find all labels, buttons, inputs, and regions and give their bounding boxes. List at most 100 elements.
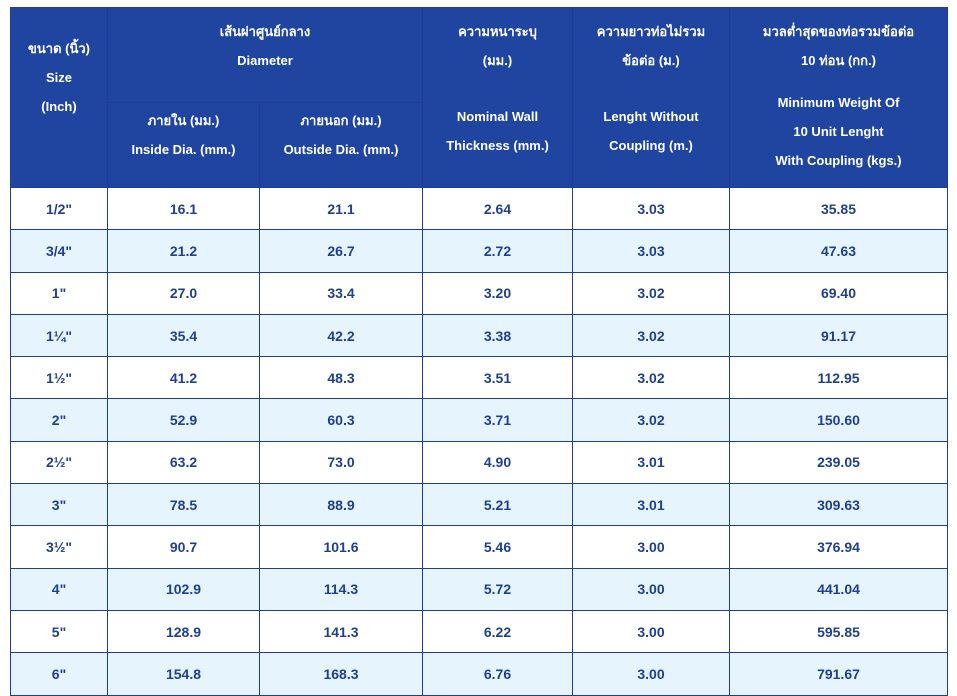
header-weight-english-3: With Coupling (kgs.) bbox=[775, 153, 902, 168]
header-diameter: เส้นผ่าศูนย์กลาง Diameter bbox=[107, 7, 423, 103]
header-wall-thickness: ความหนาระบุ (มม.) Nominal Wall Thickness… bbox=[422, 7, 573, 188]
header-outside-diameter: ภายนอก (มม.) Outside Dia. (mm.) bbox=[259, 102, 423, 188]
cell-length: 3.02 bbox=[572, 271, 730, 315]
cell-outside-diameter: 88.9 bbox=[259, 483, 423, 527]
cell-outside-diameter: 168.3 bbox=[259, 652, 423, 696]
cell-inside-diameter: 154.8 bbox=[107, 652, 260, 696]
cell-weight: 35.85 bbox=[729, 186, 948, 231]
cell-inside-diameter: 52.9 bbox=[107, 398, 260, 442]
cell-outside-diameter: 114.3 bbox=[259, 567, 423, 611]
header-size-english: Size bbox=[45, 70, 72, 85]
header-outside-thai: ภายนอก (มม.) bbox=[300, 113, 382, 128]
cell-wall-thickness: 3.51 bbox=[422, 356, 573, 400]
cell-wall-thickness: 6.22 bbox=[422, 609, 573, 654]
cell-wall-thickness: 3.71 bbox=[422, 398, 573, 442]
cell-length: 3.00 bbox=[572, 609, 730, 654]
table-row: 1¼" 35.4 42.2 3.38 3.02 91.17 bbox=[10, 313, 948, 358]
cell-inside-diameter: 102.9 bbox=[107, 567, 260, 611]
cell-wall-thickness: 6.76 bbox=[422, 652, 573, 696]
cell-length: 3.02 bbox=[572, 398, 730, 442]
header-length-english-1: Lenght Without bbox=[603, 109, 699, 124]
cell-size: 1¼" bbox=[10, 313, 108, 358]
table-row: 6" 154.8 168.3 6.76 3.00 791.67 bbox=[10, 652, 948, 696]
header-length-thai-2: ข้อต่อ (ม.) bbox=[622, 53, 680, 68]
header-inside-diameter: ภายใน (มม.) Inside Dia. (mm.) bbox=[107, 102, 260, 188]
cell-size: 2" bbox=[10, 398, 108, 442]
header-length-english-2: Coupling (m.) bbox=[609, 138, 693, 153]
header-length-thai-1: ความยาวท่อไม่รวม bbox=[596, 24, 706, 39]
cell-size: 1/2" bbox=[10, 186, 108, 231]
cell-outside-diameter: 33.4 bbox=[259, 271, 423, 315]
table-row: 3½" 90.7 101.6 5.46 3.00 376.94 bbox=[10, 525, 948, 569]
header-weight-thai-1: มวลต่ำสุดของท่อรวมข้อต่อ bbox=[762, 24, 915, 39]
cell-inside-diameter: 128.9 bbox=[107, 609, 260, 654]
header-diameter-english: Diameter bbox=[237, 53, 293, 68]
header-wall-english-1: Nominal Wall bbox=[456, 109, 539, 124]
cell-length: 3.01 bbox=[572, 483, 730, 527]
cell-wall-thickness: 3.20 bbox=[422, 271, 573, 315]
cell-weight: 376.94 bbox=[729, 525, 948, 569]
cell-length: 3.01 bbox=[572, 440, 730, 485]
cell-outside-diameter: 73.0 bbox=[259, 440, 423, 485]
cell-weight: 595.85 bbox=[729, 609, 948, 654]
cell-wall-thickness: 5.21 bbox=[422, 483, 573, 527]
cell-size: 3½" bbox=[10, 525, 108, 569]
cell-weight: 112.95 bbox=[729, 356, 948, 400]
cell-inside-diameter: 16.1 bbox=[107, 186, 260, 231]
cell-length: 3.02 bbox=[572, 313, 730, 358]
cell-weight: 91.17 bbox=[729, 313, 948, 358]
cell-outside-diameter: 42.2 bbox=[259, 313, 423, 358]
table-row: 2" 52.9 60.3 3.71 3.02 150.60 bbox=[10, 398, 948, 442]
cell-weight: 441.04 bbox=[729, 567, 948, 611]
header-wall-english-2: Thickness (mm.) bbox=[446, 138, 549, 153]
cell-size: 4" bbox=[10, 567, 108, 611]
cell-weight: 150.60 bbox=[729, 398, 948, 442]
header-weight-thai-2: 10 ท่อน (กก.) bbox=[801, 53, 876, 68]
header-size-unit: (Inch) bbox=[41, 99, 77, 114]
table-body: 1/2" 16.1 21.1 2.64 3.03 35.85 3/4" 21.2 26.7 2.7… bbox=[10, 186, 948, 696]
table-row: 4" 102.9 114.3 5.72 3.00 441.04 bbox=[10, 567, 948, 611]
cell-size: 5" bbox=[10, 609, 108, 654]
cell-inside-diameter: 90.7 bbox=[107, 525, 260, 569]
cell-outside-diameter: 21.1 bbox=[259, 186, 423, 231]
table-row: 3" 78.5 88.9 5.21 3.01 309.63 bbox=[10, 483, 948, 527]
cell-outside-diameter: 48.3 bbox=[259, 356, 423, 400]
header-size: ขนาด (นิ้ว) Size (Inch) bbox=[10, 7, 108, 188]
cell-wall-thickness: 5.46 bbox=[422, 525, 573, 569]
cell-size: 3" bbox=[10, 483, 108, 527]
cell-weight: 69.40 bbox=[729, 271, 948, 315]
header-inside-thai: ภายใน (มม.) bbox=[147, 113, 220, 128]
cell-weight: 791.67 bbox=[729, 652, 948, 696]
cell-size: 1½" bbox=[10, 356, 108, 400]
cell-wall-thickness: 2.72 bbox=[422, 229, 573, 273]
cell-length: 3.02 bbox=[572, 356, 730, 400]
cell-size: 6" bbox=[10, 652, 108, 696]
header-diameter-thai: เส้นผ่าศูนย์กลาง bbox=[219, 24, 311, 39]
cell-length: 3.03 bbox=[572, 229, 730, 273]
cell-size: 3/4" bbox=[10, 229, 108, 273]
cell-wall-thickness: 3.38 bbox=[422, 313, 573, 358]
cell-wall-thickness: 2.64 bbox=[422, 186, 573, 231]
cell-inside-diameter: 41.2 bbox=[107, 356, 260, 400]
header-weight-english-1: Minimum Weight Of bbox=[777, 95, 900, 110]
cell-wall-thickness: 4.90 bbox=[422, 440, 573, 485]
header-weight-english-2: 10 Unit Lenght bbox=[793, 124, 884, 139]
cell-outside-diameter: 141.3 bbox=[259, 609, 423, 654]
header-wall-thai-2: (มม.) bbox=[482, 53, 513, 68]
cell-inside-diameter: 27.0 bbox=[107, 271, 260, 315]
table-header: ขนาด (นิ้ว) Size (Inch) เส้นผ่าศูนย์กลาง… bbox=[10, 7, 948, 188]
cell-length: 3.00 bbox=[572, 525, 730, 569]
cell-outside-diameter: 26.7 bbox=[259, 229, 423, 273]
header-size-thai: ขนาด (นิ้ว) bbox=[28, 41, 90, 56]
pipe-spec-table: ขนาด (นิ้ว) Size (Inch) เส้นผ่าศูนย์กลาง… bbox=[10, 7, 948, 696]
table-row: 1½" 41.2 48.3 3.51 3.02 112.95 bbox=[10, 356, 948, 400]
table-row: 3/4" 21.2 26.7 2.72 3.03 47.63 bbox=[10, 229, 948, 273]
cell-outside-diameter: 101.6 bbox=[259, 525, 423, 569]
header-inside-english: Inside Dia. (mm.) bbox=[131, 142, 236, 157]
cell-inside-diameter: 35.4 bbox=[107, 313, 260, 358]
cell-weight: 309.63 bbox=[729, 483, 948, 527]
cell-inside-diameter: 63.2 bbox=[107, 440, 260, 485]
table-row: 5" 128.9 141.3 6.22 3.00 595.85 bbox=[10, 609, 948, 654]
header-outside-english: Outside Dia. (mm.) bbox=[283, 142, 399, 157]
cell-inside-diameter: 78.5 bbox=[107, 483, 260, 527]
